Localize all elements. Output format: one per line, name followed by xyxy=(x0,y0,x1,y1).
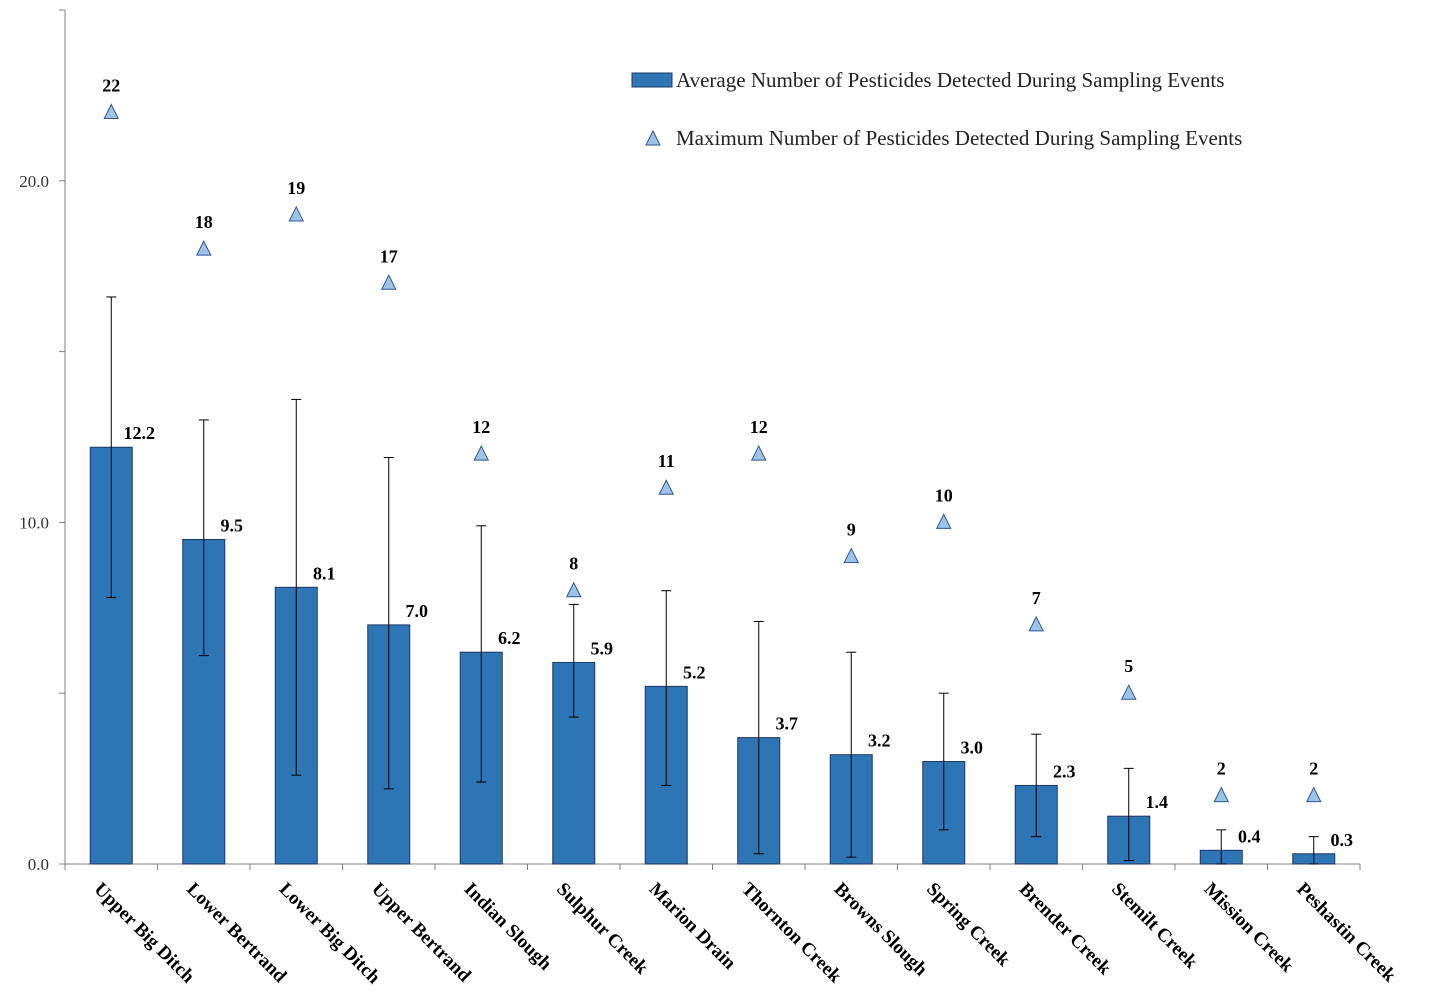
max-marker xyxy=(750,444,767,461)
max-marker xyxy=(1028,615,1045,632)
max-value-label: 11 xyxy=(658,451,675,471)
max-marker xyxy=(1213,786,1230,803)
category-label: Brender Creek xyxy=(1015,879,1116,980)
category-label: Marion Drain xyxy=(645,879,740,974)
category-label: Spring Creek xyxy=(922,879,1014,971)
category-label: Mission Creek xyxy=(1200,879,1298,977)
max-value-label: 7 xyxy=(1032,588,1041,608)
error-bars-layer xyxy=(106,296,1319,865)
max-marker xyxy=(935,513,952,529)
category-label: Stemilt Creek xyxy=(1107,879,1201,973)
legend-bar-label: Average Number of Pesticides Detected Du… xyxy=(676,68,1224,92)
bar-value-label: 0.4 xyxy=(1238,826,1261,846)
max-value-label: 10 xyxy=(935,485,953,505)
max-marker xyxy=(195,240,212,256)
max-marker xyxy=(565,581,582,598)
category-label: Peshastin Creek xyxy=(1292,879,1400,987)
max-value-label: 12 xyxy=(472,417,490,437)
max-value-label: 19 xyxy=(287,178,305,198)
max-value-label: 2 xyxy=(1217,759,1226,779)
bar-value-label: 5.9 xyxy=(591,638,614,658)
max-value-label: 5 xyxy=(1124,656,1133,676)
legend-marker-label: Maximum Number of Pesticides Detected Du… xyxy=(676,126,1242,150)
category-label: Lower Big Ditch xyxy=(275,879,385,989)
max-marker xyxy=(473,444,490,461)
max-marker xyxy=(843,547,860,564)
y-tick-label: 20.0 xyxy=(19,172,49,191)
category-label: Browns Slough xyxy=(830,879,932,981)
max-marker xyxy=(288,205,305,222)
y-tick-label: 0.0 xyxy=(28,855,49,874)
bar-value-label: 3.2 xyxy=(868,731,891,751)
category-label: Thornton Creek xyxy=(737,879,846,988)
bar-value-label: 0.3 xyxy=(1331,830,1354,850)
category-label: Upper Bertrand xyxy=(367,879,475,987)
max-marker xyxy=(1120,684,1137,700)
category-label: Indian Slough xyxy=(460,879,556,975)
max-value-label: 18 xyxy=(195,212,213,232)
max-value-label: 22 xyxy=(102,75,120,95)
bar-value-label: 12.2 xyxy=(124,423,156,443)
legend-marker-swatch xyxy=(645,129,661,146)
legend: Average Number of Pesticides Detected Du… xyxy=(631,68,1242,150)
category-label: Upper Big Ditch xyxy=(90,879,199,988)
bar-value-label: 6.2 xyxy=(498,628,521,648)
max-marker xyxy=(380,274,397,290)
bar-value-label: 1.4 xyxy=(1146,792,1169,812)
y-tick-label: 10.0 xyxy=(19,513,49,532)
bar-value-label: 3.7 xyxy=(776,714,799,734)
max-marker xyxy=(103,103,120,119)
bar-value-label: 7.0 xyxy=(406,601,429,621)
max-marker xyxy=(658,479,675,495)
bar-value-label: 2.3 xyxy=(1053,761,1076,781)
bar-value-label: 3.0 xyxy=(961,738,984,758)
max-value-label: 8 xyxy=(569,554,578,574)
bar-value-label: 9.5 xyxy=(221,515,244,535)
legend-bar-swatch xyxy=(631,72,673,88)
markers-layer xyxy=(103,103,1322,803)
max-value-label: 17 xyxy=(380,246,398,266)
max-marker xyxy=(1305,786,1322,803)
bar-value-label: 8.1 xyxy=(313,563,336,583)
bar-value-label: 5.2 xyxy=(683,662,706,682)
max-value-label: 2 xyxy=(1309,759,1318,779)
max-value-label: 9 xyxy=(847,520,856,540)
category-label: Lower Bertrand xyxy=(182,879,291,988)
category-label: Sulphur Creek xyxy=(552,879,652,979)
max-value-label: 12 xyxy=(750,417,768,437)
